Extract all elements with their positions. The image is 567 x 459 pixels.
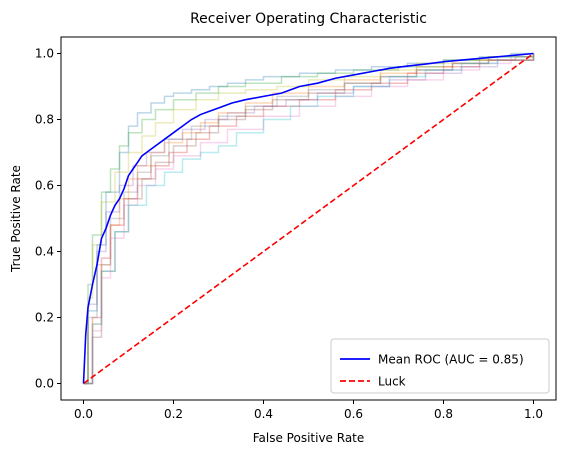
mean-roc-line: [82, 52, 534, 384]
x-tick-label: 0.4: [254, 407, 273, 421]
x-axis-label: False Positive Rate: [253, 431, 365, 445]
y-tick-label: 0.2: [35, 311, 54, 325]
fold-curve-5: [83, 53, 535, 385]
fold-curve-1: [83, 52, 534, 385]
fold-curve-7: [83, 53, 535, 385]
plot-frame: [60, 36, 557, 401]
y-tick-label: 1.0: [35, 47, 54, 61]
x-tick-label: 1.0: [524, 407, 543, 421]
luck-diagonal-line: [83, 52, 534, 385]
x-tick-label: 0.8: [434, 407, 453, 421]
x-tick-label: 0.0: [74, 407, 93, 421]
x-axis-ticks: 0.0 0.2 0.4 0.6 0.8 1.0: [74, 400, 543, 421]
y-axis-ticks: 0.0 0.2 0.4 0.6 0.8 1.0: [35, 47, 61, 391]
fold-curve-8: [83, 53, 535, 385]
y-tick-label: 0.8: [35, 113, 54, 127]
x-tick-label: 0.6: [344, 407, 363, 421]
x-tick-label: 0.2: [164, 407, 183, 421]
chart-title: Receiver Operating Characteristic: [190, 11, 427, 27]
fold-curve-10: [83, 53, 535, 385]
fold-curve-2: [83, 53, 535, 385]
y-axis-label: True Positive Rate: [9, 165, 23, 273]
main-series-curves: [82, 52, 534, 385]
y-tick-label: 0.6: [35, 179, 54, 193]
legend-label-luck: Luck: [378, 375, 406, 389]
legend-box: [330, 338, 550, 394]
fold-roc-curves: [83, 52, 535, 385]
y-tick-label: 0.4: [35, 245, 54, 259]
y-tick-label: 0.0: [35, 377, 54, 391]
legend: Mean ROC (AUC = 0.85) Luck: [330, 338, 550, 394]
fold-curve-4: [83, 53, 535, 385]
fold-curve-6: [83, 53, 535, 385]
legend-label-mean-roc: Mean ROC (AUC = 0.85): [378, 353, 524, 367]
